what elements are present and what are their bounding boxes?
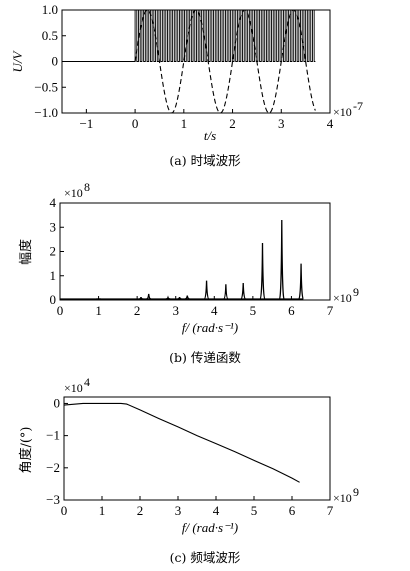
panel-c-xlabel: f/ (rad·s⁻¹) bbox=[182, 520, 238, 535]
x-tick-label: 0 bbox=[132, 116, 139, 131]
panel-c-frame bbox=[63, 396, 331, 501]
resonance-peak bbox=[165, 295, 171, 300]
panel-c-series bbox=[63, 402, 300, 483]
panel-c-y-multiplier: ×10 bbox=[64, 381, 83, 395]
panel-c: 0 1 2 3 4 5 6 7 0 −1 −2 −3 ×10 4 ×10 9 f/ (rad·s⁻¹)… bbox=[18, 375, 359, 565]
panel-b-y-multiplier: ×10 bbox=[64, 186, 83, 200]
y-tick-label: 0 bbox=[54, 395, 61, 410]
panel-a-ticks: −1 0 1 2 3 4 1.0 0.5 0 −0.5 −1.0 bbox=[34, 2, 333, 131]
panel-c-y-exponent: ×10 4 bbox=[64, 375, 90, 395]
y-tick-label: 3 bbox=[50, 219, 57, 234]
panel-a-caption: (a) 时域波形 bbox=[169, 153, 241, 168]
panel-b-y-exponent: ×10 8 bbox=[64, 180, 90, 200]
x-tick-label: 0 bbox=[61, 503, 68, 518]
panel-b-x-power: 9 bbox=[353, 285, 359, 299]
y-tick-label: −1 bbox=[46, 428, 60, 443]
x-tick-label: 7 bbox=[327, 503, 334, 518]
resonance-peak bbox=[146, 293, 152, 300]
y-tick-label: 2 bbox=[50, 244, 57, 259]
square-wave-series bbox=[62, 9, 316, 62]
x-tick-label: 6 bbox=[289, 503, 296, 518]
resonance-peak bbox=[278, 219, 285, 300]
panel-b-x-multiplier: ×10 bbox=[333, 291, 352, 305]
panel-a-x-power: -7 bbox=[353, 99, 363, 113]
sine-wave-series bbox=[134, 9, 316, 114]
panel-b-frame bbox=[59, 202, 331, 301]
y-tick-label: 0.5 bbox=[42, 28, 58, 43]
y-tick-label: 0 bbox=[52, 54, 59, 69]
resonance-peak bbox=[184, 295, 190, 300]
y-tick-label: −1.0 bbox=[34, 105, 58, 120]
resonance-peak bbox=[259, 243, 266, 300]
y-tick-label: 4 bbox=[50, 195, 57, 210]
resonance-peak bbox=[298, 263, 305, 300]
panel-b-ticks: 0 1 2 3 4 5 6 7 4 3 2 1 0 bbox=[50, 195, 334, 318]
panel-b-caption: (b) 传递函数 bbox=[169, 350, 241, 365]
x-tick-label: 7 bbox=[327, 303, 334, 318]
x-tick-label: 4 bbox=[327, 116, 334, 131]
x-tick-label: 1 bbox=[181, 116, 188, 131]
panel-c-x-multiplier: ×10 bbox=[333, 491, 352, 505]
x-tick-label: 4 bbox=[213, 503, 220, 518]
phase-series bbox=[63, 402, 300, 483]
x-tick-label: 5 bbox=[251, 503, 258, 518]
x-tick-label: 1 bbox=[99, 503, 106, 518]
x-tick-label: 2 bbox=[229, 116, 236, 131]
x-tick-label: 3 bbox=[278, 116, 285, 131]
panel-c-y-power: 4 bbox=[84, 375, 90, 389]
y-tick-label: −3 bbox=[46, 492, 60, 507]
panel-a-x-multiplier: ×10 bbox=[333, 105, 352, 119]
panel-b-series bbox=[60, 219, 305, 300]
y-tick-label: 1 bbox=[50, 268, 57, 283]
panel-a-series bbox=[62, 9, 316, 114]
resonance-peak bbox=[223, 284, 229, 300]
y-tick-label: 1.0 bbox=[42, 2, 58, 17]
panel-a-ylabel: U/V bbox=[10, 49, 25, 72]
x-tick-label: 0 bbox=[57, 303, 64, 318]
y-tick-label: −0.5 bbox=[34, 79, 58, 94]
panel-a-xlabel: t/s bbox=[204, 128, 216, 143]
panel-b-y-power: 8 bbox=[84, 180, 90, 194]
x-tick-label: 4 bbox=[211, 303, 218, 318]
resonance-peak bbox=[240, 283, 246, 300]
x-tick-label: 5 bbox=[250, 303, 257, 318]
panel-c-ylabel: 角度/(°) bbox=[18, 426, 34, 473]
panel-b-ylabel: 幅度 bbox=[18, 239, 34, 265]
x-tick-label: 1 bbox=[95, 303, 102, 318]
x-tick-label: 2 bbox=[137, 503, 144, 518]
resonance-peak bbox=[177, 296, 182, 300]
x-tick-label: 6 bbox=[288, 303, 295, 318]
panel-c-caption: (c) 频域波形 bbox=[170, 550, 241, 565]
panel-c-x-exponent: ×10 9 bbox=[333, 485, 359, 505]
panel-b-xlabel: f/ (rad·s⁻¹) bbox=[182, 320, 238, 335]
resonance-peak bbox=[203, 280, 210, 300]
y-tick-label: 0 bbox=[50, 292, 57, 307]
panel-c-x-power: 9 bbox=[353, 485, 359, 499]
y-tick-label: −2 bbox=[46, 460, 60, 475]
x-tick-label: −1 bbox=[79, 116, 93, 131]
panel-b: 0 1 2 3 4 5 6 7 4 3 2 1 0 ×10 8 ×10 9 f/ (rad·s⁻¹) 幅… bbox=[18, 180, 359, 365]
panel-b-x-exponent: ×10 9 bbox=[333, 285, 359, 305]
x-tick-label: 2 bbox=[134, 303, 141, 318]
panel-c-ticks: 0 1 2 3 4 5 6 7 0 −1 −2 −3 bbox=[46, 395, 334, 518]
resonance-peak bbox=[138, 296, 144, 300]
x-tick-label: 3 bbox=[172, 303, 179, 318]
x-tick-label: 3 bbox=[175, 503, 182, 518]
panel-a-x-exponent: ×10 -7 bbox=[333, 99, 363, 119]
panel-a: −1 0 1 2 3 4 1.0 0.5 0 −0.5 −1.0 t/s U/V ×10 -7 (a… bbox=[10, 2, 363, 168]
